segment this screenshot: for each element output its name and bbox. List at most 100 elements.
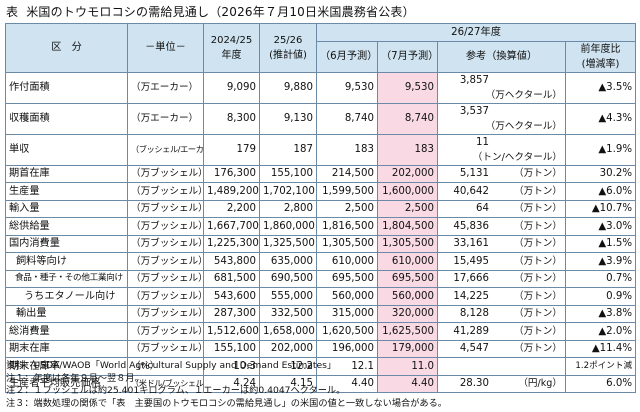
- row-item: 作付面積: [5, 71, 128, 104]
- row-july-forecast: 9,530: [377, 71, 438, 104]
- conversion-unit: （万トン）: [514, 325, 562, 337]
- row-july-forecast: 179,000: [377, 339, 438, 358]
- row-conversion: 8,128 （万トン）: [437, 304, 566, 323]
- table-row: 総供給量 （万ブッシェル） 1,667,700 1,860,000 1,816,500 1…: [5, 217, 637, 236]
- row-item: うちエタノール向け: [5, 287, 128, 306]
- row-conversion: 5,131 （万トン）: [437, 164, 566, 183]
- header-25-26-line2: (推計値): [269, 49, 307, 61]
- row-change: ▲2.0%: [564, 322, 637, 341]
- row-item: 輸入量: [5, 199, 128, 218]
- header-june-forecast: （6月予測）: [316, 40, 378, 73]
- table-row: 作付面積 （万エーカー） 9,090 9,880 9,530 9,530 3,857 （万ヘク…: [5, 71, 637, 104]
- table-row: 国内消費量 （万ブッシェル） 1,225,300 1,325,500 1,305,500…: [5, 234, 637, 253]
- row-july-forecast: 560,000: [377, 287, 438, 306]
- row-july-forecast: 202,000: [377, 164, 438, 183]
- row-change: ▲3.0%: [564, 217, 637, 236]
- row-2024-25: 1,225,300: [203, 234, 260, 253]
- conversion-unit: （万ヘクタール）: [485, 120, 562, 132]
- table-row: 期首在庫 （万ブッシェル） 176,300 155,100 214,500 202,000…: [5, 164, 637, 183]
- row-unit: （万ブッシェル）: [127, 322, 204, 341]
- row-25-26: 1,325,500: [259, 234, 317, 253]
- row-item: 期末在庫: [5, 339, 128, 358]
- row-june-forecast: 1,599,500: [316, 182, 378, 201]
- conversion-unit: （万ヘクタール）: [485, 89, 562, 101]
- table-title-text: 米国のトウモロコシの需給見通し（2026年７月10日米国農務省公表）: [26, 5, 415, 19]
- table-row: 総消費量 （万ブッシェル） 1,512,600 1,658,000 1,620,500 1…: [5, 322, 637, 341]
- conversion-value: 33,161: [453, 238, 489, 250]
- header-conversion: 参考（換算値）: [437, 40, 566, 73]
- row-2024-25: 1,667,700: [203, 217, 260, 236]
- row-2024-25: 9,090: [203, 71, 260, 104]
- header-25-26-line1: 25/26: [273, 34, 303, 46]
- table-label: 表: [6, 5, 19, 19]
- row-july-forecast: 2,500: [377, 199, 438, 218]
- conversion-value: 11: [476, 136, 489, 148]
- row-june-forecast: 560,000: [316, 287, 378, 306]
- table-row: うちエタノール向け （万ブッシェル） 543,600 555,000 560,000 56…: [5, 287, 637, 306]
- conversion-value: 3,537: [459, 105, 489, 117]
- row-conversion: 14,225 （万トン）: [437, 287, 566, 306]
- note-source: 資料：USDA/WAOB「World Agricultural Supply a…: [6, 360, 337, 371]
- row-25-26: 4.15: [259, 374, 317, 393]
- row-conversion: 11 （トン/ヘクタール）: [437, 133, 566, 166]
- table-row: 輸入量 （万ブッシェル） 2,200 2,800 2,500 2,500 64 （万トン） ▲1…: [5, 199, 637, 218]
- header-25-26: 25/26 (推計値): [259, 23, 317, 73]
- row-conversion: 17,666 （万トン）: [437, 269, 566, 288]
- row-25-26: 690,500: [259, 269, 317, 288]
- row-unit: （万ブッシェル）: [127, 287, 204, 306]
- header-unit: －単位－: [127, 23, 204, 73]
- row-conversion: 33,161 （万トン）: [437, 234, 566, 253]
- row-july-forecast: 1,804,500: [377, 217, 438, 236]
- row-change: ▲6.0%: [564, 182, 637, 201]
- conversion-unit: （円/kg）: [518, 378, 562, 390]
- row-2024-25: 543,600: [203, 287, 260, 306]
- row-item: 国内消費量: [5, 234, 128, 253]
- row-change: ▲11.4%: [564, 339, 637, 358]
- conversion-unit: （万トン）: [514, 343, 562, 355]
- row-conversion: [437, 357, 566, 376]
- note-1: 注１：年度は各年９月～翌８月。: [6, 372, 144, 384]
- row-june-forecast: 610,000: [316, 252, 378, 271]
- header-change-line2: (増減率): [581, 58, 620, 70]
- row-change: ▲10.7%: [564, 199, 637, 218]
- row-unit: （万ブッシェル）: [127, 164, 204, 183]
- row-25-26: 1,860,000: [259, 217, 317, 236]
- row-25-26: 1,658,000: [259, 322, 317, 341]
- row-2024-25: 1,512,600: [203, 322, 260, 341]
- table-row: 期末在庫率 （%） 10.3 12.2 12.1 11.0 1.2ポイント減: [5, 357, 637, 376]
- conversion-unit: （万トン）: [514, 220, 562, 232]
- row-25-26: 202,000: [259, 339, 317, 358]
- row-change: 0.9%: [564, 287, 637, 306]
- header-row-1: 区 分 －単位－ 2024/25 年度 25/26 (推計値) 26/27年度: [5, 23, 637, 73]
- row-june-forecast: 1,305,500: [316, 234, 378, 253]
- row-2024-25: 155,100: [203, 339, 260, 358]
- conversion-unit: （万トン）: [514, 273, 562, 285]
- row-july-forecast: 320,000: [377, 304, 438, 323]
- row-conversion: 3,537 （万ヘクタール）: [437, 102, 566, 135]
- row-unit: （万ブッシェル）: [127, 304, 204, 323]
- row-unit: （万エーカー）: [127, 71, 204, 104]
- row-item: 食品・種子・その他工業向け: [5, 269, 128, 288]
- table-row: 食品・種子・その他工業向け （万ブッシェル） 681,500 690,500 695,5…: [5, 269, 637, 288]
- row-july-forecast: 8,740: [377, 102, 438, 135]
- row-change: ▲4.3%: [564, 102, 637, 135]
- row-2024-25: 1,489,200: [203, 182, 260, 201]
- header-change: 前年度比 (増減率): [564, 40, 637, 73]
- row-2024-25: 2,200: [203, 199, 260, 218]
- row-june-forecast: 1,620,500: [316, 322, 378, 341]
- row-conversion: 3,857 （万ヘクタール）: [437, 71, 566, 104]
- header-2024-25: 2024/25 年度: [203, 23, 260, 73]
- row-june-forecast: 2,500: [316, 199, 378, 218]
- conversion-unit: （万トン）: [514, 168, 562, 180]
- row-conversion: 41,289 （万トン）: [437, 322, 566, 341]
- table-row: 生産者平均販売価格 （米ドル/ブッシェル） 4.24 4.15 4.40 4.40 28.3…: [5, 374, 637, 393]
- conversion-value: 5,131: [459, 168, 489, 180]
- row-july-forecast: 183: [377, 133, 438, 166]
- row-change: 1.2ポイント減: [564, 357, 637, 376]
- conversion-unit: （万トン）: [514, 203, 562, 215]
- row-2024-25: 543,800: [203, 252, 260, 271]
- conversion-value: 15,495: [453, 255, 489, 267]
- notes: 資料：USDA/WAOB「World Agricultural Supply a…: [6, 360, 447, 410]
- row-item: 収穫面積: [5, 102, 128, 135]
